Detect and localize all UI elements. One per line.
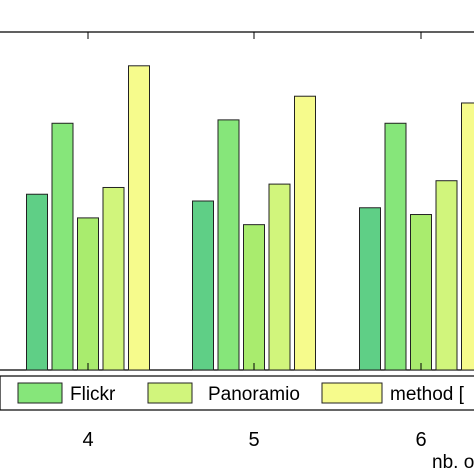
legend-label-s5: method [ — [390, 384, 465, 405]
bar-6-s4 — [435, 180, 458, 371]
bar-4-s5 — [128, 65, 150, 371]
bar-6-s1 — [359, 207, 381, 371]
legend-label-s4: Panoramio — [208, 384, 300, 405]
legend-box — [0, 375, 474, 411]
x-ticks: 4 5 6 — [82, 32, 427, 451]
legend-label-s2: Flickr — [70, 384, 116, 405]
bar-6-s3 — [410, 214, 432, 371]
bar-4-s1 — [26, 193, 48, 371]
bar-5-s5 — [294, 95, 316, 371]
tick-label-6: 6 — [415, 429, 426, 451]
bar-4-s4 — [102, 186, 125, 371]
x-axis-label: nb. o — [432, 452, 474, 473]
bar-5-s1 — [192, 200, 214, 371]
tick-label-5: 5 — [248, 429, 259, 451]
bar-5-s4 — [268, 183, 291, 371]
legend: Flickr Panoramio method [ — [0, 375, 474, 411]
bar-6-s5 — [461, 102, 474, 371]
legend-swatch-s4 — [147, 382, 193, 404]
bar-5-s3 — [243, 224, 265, 371]
bar-6-s2 — [384, 122, 407, 371]
legend-swatch-s5 — [321, 382, 383, 404]
bars — [26, 65, 474, 371]
tick-label-4: 4 — [82, 429, 93, 451]
legend-swatch-s2 — [17, 382, 63, 404]
bar-5-s2 — [217, 119, 240, 371]
bar-4-s2 — [51, 122, 74, 371]
bar-4-s3 — [77, 217, 99, 371]
